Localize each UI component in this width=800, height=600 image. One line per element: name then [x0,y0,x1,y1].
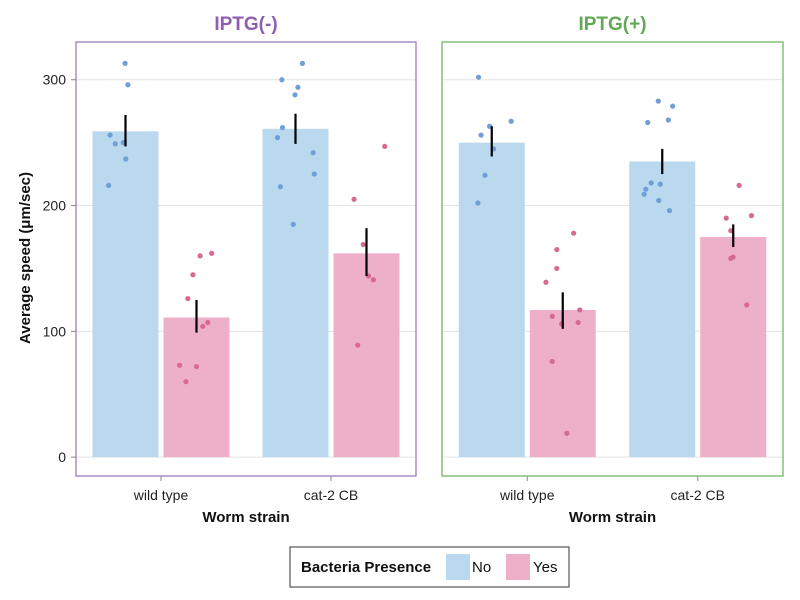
legend-title: Bacteria Presence [301,559,431,576]
data-point [645,119,651,126]
data-point [554,265,560,272]
y-tick-label: 0 [58,449,66,465]
data-point [475,74,482,80]
legend: Bacteria Presence No Yes [289,546,570,588]
data-point [197,253,203,259]
data-point [665,117,671,123]
x-axis-title: Worm strain [569,509,656,526]
x-tick-label: wild type [133,487,189,503]
data-point [656,197,662,204]
y-tick-label: 300 [43,72,67,88]
data-point [360,241,366,248]
y-axis-title: Average speed (μm/sec) [17,172,34,344]
data-point [736,182,742,189]
data-point [549,358,555,365]
data-point [176,362,183,368]
panel-iptg-minus: IPTG(-) wild type cat-2 CB Worm strain [75,14,417,526]
x-axis-title: Worm strain [202,509,289,526]
data-point [274,135,281,141]
data-point [571,230,577,236]
data-point [370,277,376,283]
data-point [543,279,549,285]
data-point [478,132,484,138]
bar-yes [163,317,230,458]
data-point [123,156,129,162]
bar-yes [700,236,767,458]
panel-frame [441,41,784,477]
data-point [554,246,560,253]
x-tick-label: wild type [499,487,555,503]
data-point [648,180,654,186]
bar-no [262,128,329,458]
data-point [295,84,301,90]
data-point [311,171,317,177]
data-point [577,307,583,313]
panel-title: IPTG(-) [214,14,277,35]
legend-swatch-no [446,554,470,580]
data-point [125,82,131,88]
data-point [723,215,729,221]
data-point [564,430,570,436]
data-point [112,141,118,147]
data-point [575,319,581,326]
y-tick-label: 200 [43,198,67,214]
x-tick-label: cat-2 CB [671,487,725,503]
data-point [292,92,298,98]
data-point [183,379,189,385]
data-point [549,313,555,319]
data-point [209,250,215,256]
data-point [299,60,305,66]
y-tick-label: 100 [43,323,67,339]
data-point [670,103,676,109]
data-point [279,124,286,131]
data-point [277,184,283,190]
data-point [748,213,755,219]
bar-yes [333,253,400,458]
data-point [655,98,661,104]
bar-no [629,161,696,458]
data-point [641,191,647,197]
legend-label-no: No [472,559,491,576]
data-point [355,342,361,348]
data-point [290,221,296,228]
data-point [205,319,211,326]
data-point [193,363,200,370]
data-point [106,182,112,189]
data-point [666,207,673,214]
data-point [657,181,663,187]
x-tick-label: cat-2 CB [304,487,358,503]
data-point [200,323,206,329]
data-point [643,186,649,192]
data-point [279,77,285,83]
legend-swatch-yes [506,554,530,580]
data-point [351,196,357,202]
data-point [482,172,488,178]
data-point [382,143,388,150]
bar-no [92,131,159,458]
bar-yes [529,309,596,458]
data-point [107,132,113,138]
data-point [475,200,481,206]
data-point [185,296,191,302]
panel-title: IPTG(+) [578,14,646,35]
data-point [190,272,196,278]
data-point [744,302,750,308]
data-point [310,150,316,156]
data-point [122,60,128,66]
bar-no [458,142,525,458]
data-point [728,255,734,261]
data-point [508,118,514,124]
legend-label-yes: Yes [533,559,557,576]
data-point [728,228,734,234]
panel-frame [75,41,417,477]
panel-iptg-plus: IPTG(+) wild type cat-2 CB Worm strain [441,14,784,526]
